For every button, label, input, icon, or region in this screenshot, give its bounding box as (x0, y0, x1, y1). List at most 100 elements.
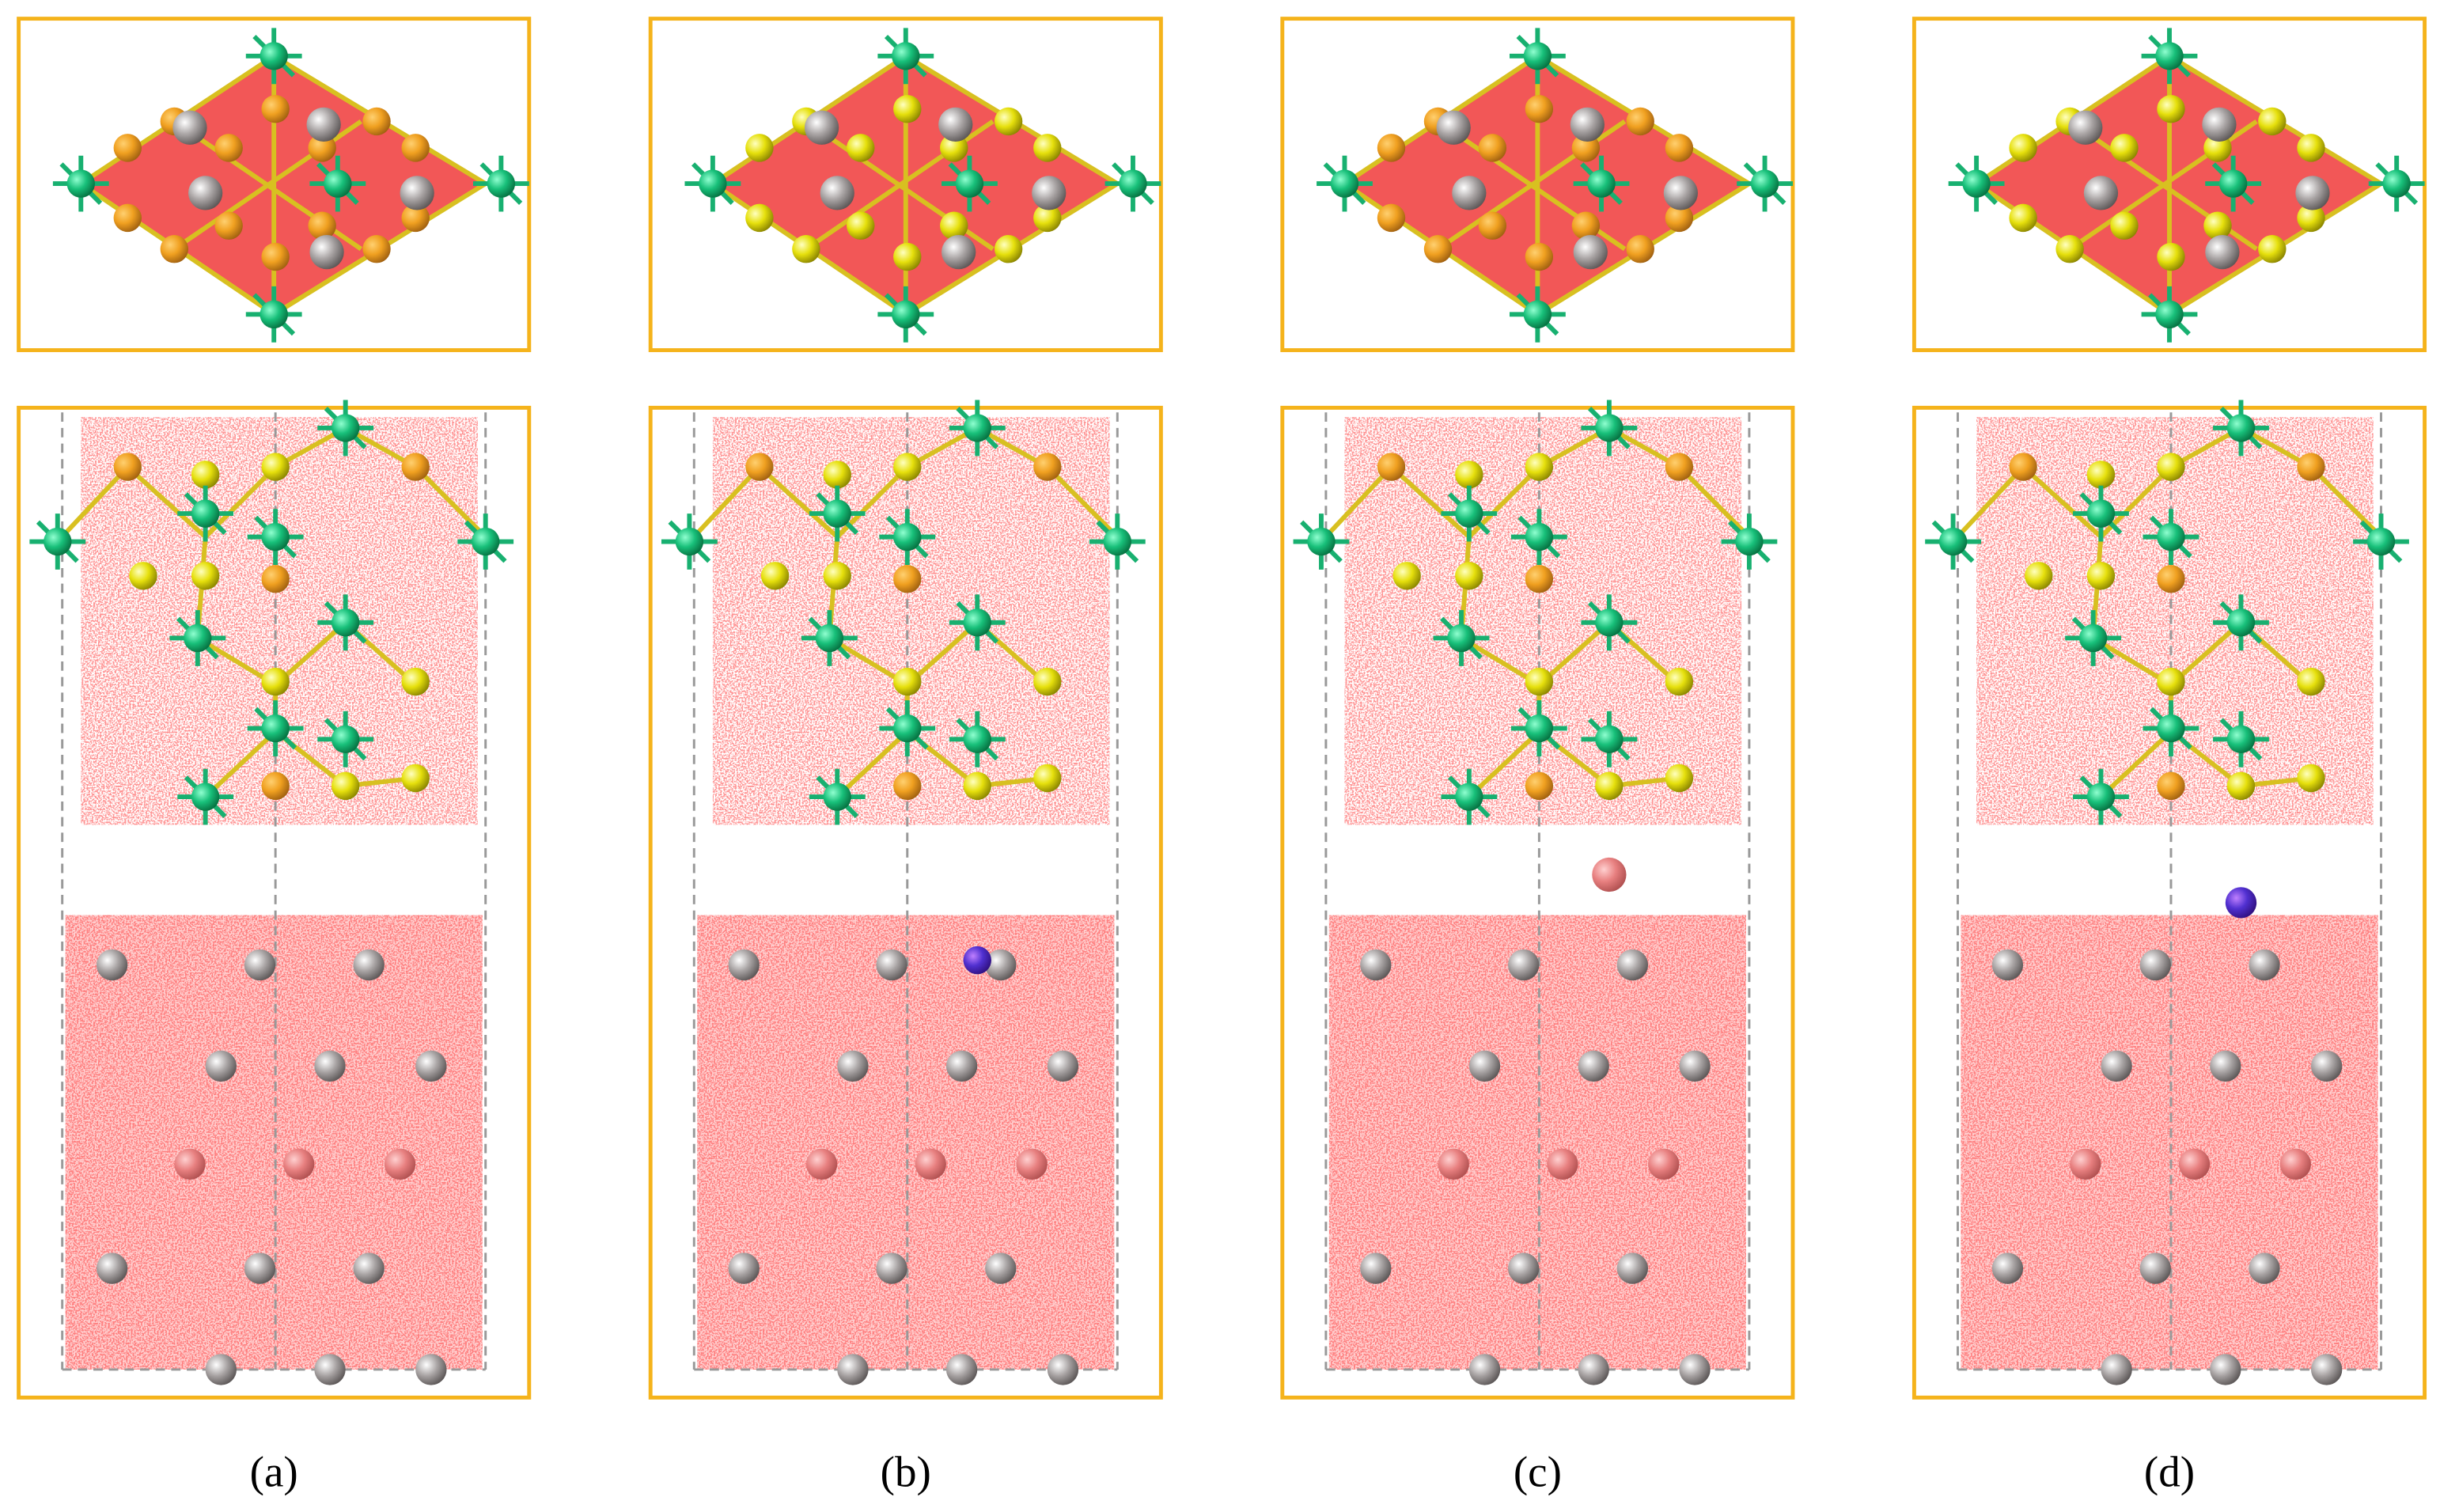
atom (1525, 94, 1554, 123)
atom (1679, 1354, 1711, 1385)
panels: (a) (b) (c) (d) (17, 17, 2427, 1495)
atom (113, 453, 142, 481)
atom (1991, 1252, 2024, 1284)
atom (261, 522, 290, 551)
atom (1032, 176, 1067, 210)
atom (184, 623, 212, 653)
atom (1377, 134, 1406, 162)
atom (96, 949, 128, 981)
atom (1525, 667, 1554, 696)
atom (2157, 565, 2185, 593)
atom (1360, 949, 1392, 981)
atom (1455, 460, 1483, 489)
atom (1525, 242, 1554, 271)
atom (1578, 1354, 1609, 1385)
atom (160, 235, 189, 263)
atom (2009, 134, 2037, 162)
atom (1392, 562, 1421, 590)
atom (261, 565, 290, 593)
atom (113, 134, 142, 162)
atom (1360, 1252, 1392, 1284)
atom (940, 134, 968, 162)
atom (963, 945, 991, 975)
bond (1677, 465, 1751, 539)
atom (1525, 565, 1554, 593)
atom (2310, 1050, 2343, 1082)
atom (2225, 887, 2257, 919)
atom (191, 783, 220, 811)
bond (1467, 729, 1541, 799)
atom (675, 527, 704, 556)
bond (2309, 465, 2383, 539)
bond (1951, 465, 2025, 544)
atom (2086, 460, 2116, 489)
atom (823, 562, 851, 590)
atom (823, 460, 851, 489)
atom (745, 453, 774, 481)
charge-density (1328, 915, 1746, 1370)
atom (1587, 169, 1616, 198)
atom (244, 949, 276, 981)
atom (2226, 771, 2256, 801)
atom (1595, 725, 1624, 754)
atom (1523, 300, 1552, 329)
atom (820, 176, 854, 210)
atom (1595, 414, 1624, 442)
panel-label: (d) (2144, 1447, 2195, 1495)
atom (1570, 107, 1605, 142)
atom (261, 242, 290, 271)
atom (261, 667, 290, 696)
atom (893, 667, 922, 696)
atom (308, 211, 336, 240)
atom (804, 110, 839, 145)
atom (1423, 235, 1453, 263)
atom (1103, 527, 1132, 556)
atom (2101, 1050, 2132, 1082)
atom (1750, 169, 1779, 198)
atom (2110, 134, 2139, 162)
panel: (a) (17, 17, 532, 1495)
atom (2086, 783, 2116, 811)
atom (401, 764, 430, 793)
atom (893, 94, 922, 123)
bond (126, 464, 207, 539)
atom (945, 1050, 978, 1082)
atom (188, 176, 223, 210)
bond (2021, 464, 2103, 539)
atom (2139, 1252, 2171, 1284)
atom (2249, 949, 2280, 981)
atom (963, 414, 991, 442)
atom (260, 42, 288, 70)
atom (2139, 949, 2171, 981)
bond (757, 464, 839, 539)
atom (893, 522, 922, 551)
atom (2226, 725, 2256, 754)
atom (214, 134, 243, 162)
atom (815, 623, 844, 653)
atom (2070, 1148, 2101, 1180)
atom (2202, 107, 2237, 142)
atom (892, 42, 920, 70)
atom (2279, 1148, 2311, 1180)
atom (2155, 42, 2184, 70)
atom (2157, 714, 2185, 743)
atom (823, 783, 851, 811)
atom (2101, 1354, 2132, 1385)
bond (2099, 729, 2173, 799)
atom (306, 107, 341, 142)
atom (261, 771, 290, 801)
atom (1665, 134, 1694, 162)
atom (893, 242, 922, 271)
atom (2297, 203, 2325, 233)
atom (2203, 211, 2232, 240)
atom (1616, 949, 1649, 981)
atom (837, 1050, 869, 1082)
charge-density (65, 915, 483, 1370)
atom (728, 1252, 760, 1284)
charge-density (65, 915, 483, 1370)
atom (2249, 1252, 2280, 1284)
atom (847, 134, 875, 162)
atom (1468, 1050, 1501, 1082)
atom (2157, 453, 2185, 481)
